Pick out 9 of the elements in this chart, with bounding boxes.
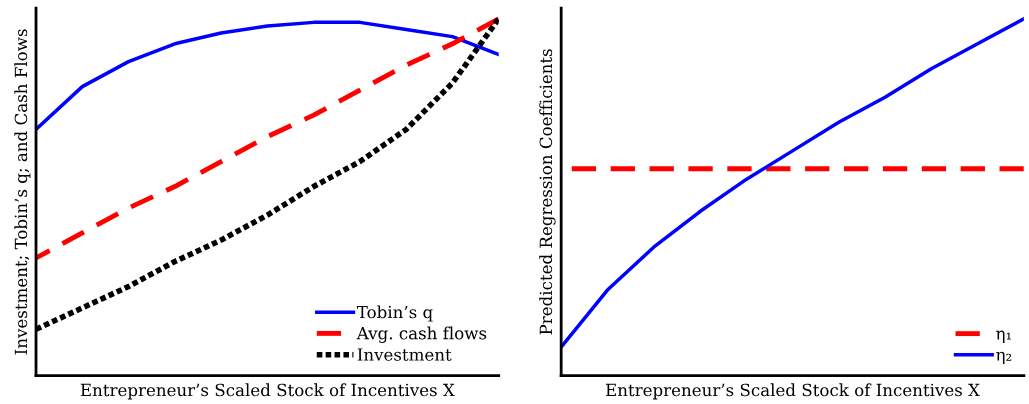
legend-label: η₁	[996, 330, 1011, 343]
y-axis-title: Predicted Regression Coefficients	[539, 49, 556, 335]
legend-label: Investment	[357, 348, 452, 361]
x-axis-title: Entrepreneur’s Scaled Stock of Incentives X	[80, 383, 455, 400]
legend-label: Avg. cash flows	[356, 326, 487, 343]
y-axis-title: Investment; Tobin’s q; and Cash Flows	[14, 29, 31, 355]
legend-label: Tobin’s q	[356, 305, 433, 322]
legend-label: η₂	[996, 351, 1012, 365]
x-axis-title: Entrepreneur’s Scaled Stock of Incentives X	[605, 383, 980, 400]
